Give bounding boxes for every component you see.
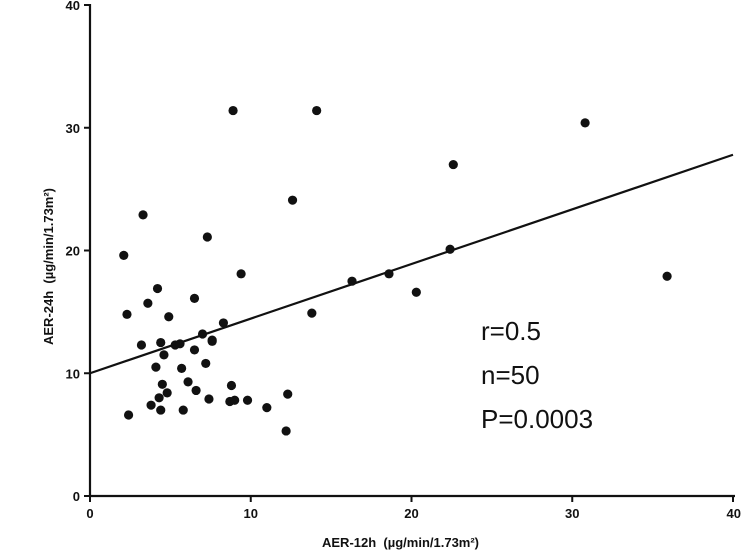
data-points xyxy=(119,105,672,436)
data-point xyxy=(226,380,237,391)
data-point xyxy=(157,379,167,389)
data-point xyxy=(143,298,153,308)
data-point xyxy=(207,336,217,346)
data-point xyxy=(177,363,187,373)
data-point xyxy=(580,118,590,128)
data-point xyxy=(156,405,166,415)
x-axis-title: AER-12h (µg/min/1.73m²) xyxy=(322,535,479,550)
data-point xyxy=(119,250,129,261)
data-point xyxy=(151,362,161,372)
x-tick-label: 20 xyxy=(404,506,418,521)
data-point xyxy=(175,339,185,349)
y-tick-label: 40 xyxy=(66,0,80,13)
stat-r: r=0.5 xyxy=(481,316,541,346)
y-tick-label: 30 xyxy=(66,121,80,136)
data-point xyxy=(136,340,147,350)
data-point xyxy=(202,232,212,242)
data-point xyxy=(123,410,134,420)
stat-n: n=50 xyxy=(481,360,540,390)
data-point xyxy=(152,283,163,294)
data-point xyxy=(197,329,208,339)
data-point xyxy=(189,345,200,355)
axis-tick-labels: 0 10 20 30 40 0 10 20 30 40 xyxy=(66,0,741,521)
stat-p: P=0.0003 xyxy=(481,404,593,434)
data-point xyxy=(218,318,229,328)
data-point xyxy=(262,403,272,413)
y-tick-label: 20 xyxy=(66,244,80,259)
data-point xyxy=(287,195,298,205)
data-point xyxy=(662,271,672,281)
axis-ticks xyxy=(84,4,734,502)
data-point xyxy=(178,405,188,415)
data-point xyxy=(230,395,240,405)
y-tick-label: 10 xyxy=(66,366,80,381)
y-axis-title: AER-24h (µg/min/1.73m²) xyxy=(41,188,56,345)
data-point xyxy=(159,350,169,360)
x-tick-label: 30 xyxy=(565,506,579,521)
data-point xyxy=(162,388,172,398)
data-point xyxy=(411,287,421,297)
data-point xyxy=(146,400,156,410)
y-tick-label: 0 xyxy=(73,489,80,504)
data-point xyxy=(242,395,253,405)
data-point xyxy=(448,159,458,170)
data-point xyxy=(122,309,132,319)
data-point xyxy=(384,269,394,279)
data-point xyxy=(204,394,214,404)
x-tick-label: 40 xyxy=(727,506,741,521)
data-point xyxy=(445,244,455,254)
x-tick-label: 0 xyxy=(86,506,93,521)
data-point xyxy=(281,426,291,436)
data-point xyxy=(154,393,164,403)
data-point xyxy=(183,377,193,387)
data-point xyxy=(191,385,201,396)
data-point xyxy=(347,276,357,286)
data-point xyxy=(236,269,246,279)
data-point xyxy=(228,105,238,116)
data-point xyxy=(156,337,166,348)
data-point xyxy=(307,308,317,318)
x-tick-label: 10 xyxy=(244,506,258,521)
data-point xyxy=(283,389,293,399)
regression-line xyxy=(89,153,734,375)
data-point xyxy=(189,293,200,303)
data-point xyxy=(164,312,174,322)
data-point xyxy=(201,358,211,369)
data-point xyxy=(312,105,322,116)
data-point xyxy=(138,210,148,220)
